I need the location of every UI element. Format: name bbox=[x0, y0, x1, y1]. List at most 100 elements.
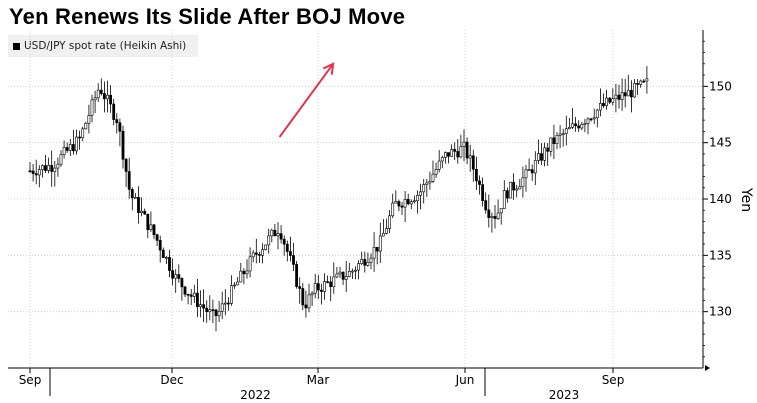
candle-body bbox=[602, 103, 605, 107]
candle-body bbox=[366, 261, 370, 266]
candle-body bbox=[447, 152, 450, 157]
candle-body bbox=[462, 141, 466, 147]
y-tick-label: 135 bbox=[709, 248, 732, 262]
candle-body bbox=[496, 212, 500, 219]
candle-body bbox=[220, 303, 224, 312]
candle-body bbox=[536, 153, 540, 161]
candle-body bbox=[319, 289, 323, 292]
candle-body bbox=[192, 292, 196, 297]
candle-body bbox=[561, 133, 565, 135]
candle-body bbox=[106, 94, 109, 100]
candle-body bbox=[592, 117, 596, 120]
candle-body bbox=[642, 80, 646, 83]
candle-body bbox=[37, 169, 41, 176]
candle-body bbox=[332, 276, 336, 288]
candle-body bbox=[443, 152, 447, 158]
candle-body bbox=[629, 89, 633, 98]
candle-body bbox=[199, 304, 202, 308]
trend-arrow-line bbox=[278, 63, 334, 138]
candle-body bbox=[388, 215, 392, 229]
candle-body bbox=[363, 259, 367, 266]
candle-body bbox=[245, 270, 249, 275]
candle-body bbox=[47, 165, 51, 171]
candle-body bbox=[276, 233, 280, 237]
trend-arrow bbox=[278, 62, 335, 138]
candle-body bbox=[165, 257, 168, 259]
candle-body bbox=[608, 97, 612, 103]
candle-body bbox=[236, 281, 240, 286]
candle-body bbox=[196, 292, 199, 308]
candle-body bbox=[261, 249, 264, 256]
candle-body bbox=[134, 197, 137, 199]
candle-body bbox=[381, 233, 385, 237]
candle-body bbox=[633, 83, 636, 98]
candle-body bbox=[626, 89, 630, 97]
candle-body bbox=[313, 283, 317, 294]
candle-body bbox=[40, 165, 44, 171]
candle-body bbox=[282, 238, 286, 245]
grid-lines bbox=[8, 30, 703, 368]
candle-body bbox=[267, 235, 271, 246]
candle-body bbox=[543, 147, 547, 161]
candle-body bbox=[484, 200, 488, 211]
x-axis-arrowhead bbox=[705, 365, 710, 371]
candle-body bbox=[254, 252, 258, 255]
candle-body bbox=[158, 240, 162, 251]
candle-body bbox=[214, 309, 218, 317]
candle-body bbox=[524, 169, 528, 179]
candle-body bbox=[478, 180, 481, 185]
candle-body bbox=[598, 103, 602, 111]
candle-body bbox=[316, 283, 320, 291]
y-tick-label: 145 bbox=[709, 136, 732, 150]
candle-body bbox=[431, 173, 435, 182]
legend-swatch bbox=[13, 42, 20, 50]
candle-body bbox=[124, 158, 128, 172]
candle-body bbox=[251, 252, 255, 258]
candle-body bbox=[78, 136, 82, 139]
candle-body bbox=[499, 208, 503, 214]
candle-body bbox=[273, 229, 277, 237]
candle-body bbox=[279, 233, 283, 240]
candle-body bbox=[620, 92, 624, 100]
candle-body bbox=[397, 201, 401, 207]
candle-body bbox=[112, 103, 116, 120]
candle-body bbox=[143, 210, 147, 215]
year-label: 2022 bbox=[240, 388, 271, 402]
candle-body bbox=[636, 83, 640, 85]
candle-body bbox=[481, 184, 485, 201]
candle-body bbox=[149, 224, 153, 230]
candle-body bbox=[99, 89, 103, 94]
candle-body bbox=[180, 278, 184, 288]
candle-body bbox=[174, 274, 178, 279]
candle-body bbox=[357, 263, 361, 271]
candle-body bbox=[341, 271, 345, 280]
candle-body bbox=[288, 251, 292, 256]
candle-body bbox=[502, 190, 506, 209]
candle-body bbox=[304, 304, 308, 309]
candle-body bbox=[614, 94, 618, 99]
y-tick-label: 130 bbox=[709, 305, 732, 319]
candle-body bbox=[530, 169, 534, 174]
candle-body bbox=[84, 122, 88, 130]
axes: 130 135 140 145 150 Sep Dec Mar Jun Sep 2022 2023 Ye… bbox=[8, 30, 754, 402]
candle-body bbox=[146, 213, 150, 230]
candle-body bbox=[434, 168, 438, 175]
candle-body bbox=[292, 255, 295, 265]
candlestick-series bbox=[28, 66, 649, 332]
candle-body bbox=[326, 281, 330, 283]
legend: USD/JPY spot rate (Heikin Ashi) bbox=[8, 35, 198, 57]
candle-body bbox=[298, 286, 302, 289]
candle-body bbox=[230, 285, 233, 304]
candle-body bbox=[385, 228, 388, 234]
candle-body bbox=[202, 304, 206, 309]
candle-body bbox=[509, 181, 512, 199]
candle-body bbox=[96, 89, 100, 99]
candle-body bbox=[323, 281, 326, 292]
candle-body bbox=[571, 123, 574, 128]
candle-body bbox=[428, 181, 432, 184]
candle-body bbox=[248, 256, 252, 272]
x-tick-label: Dec bbox=[160, 373, 183, 387]
candle-body bbox=[93, 97, 97, 101]
candle-body bbox=[378, 235, 382, 252]
candle-body bbox=[115, 119, 119, 124]
